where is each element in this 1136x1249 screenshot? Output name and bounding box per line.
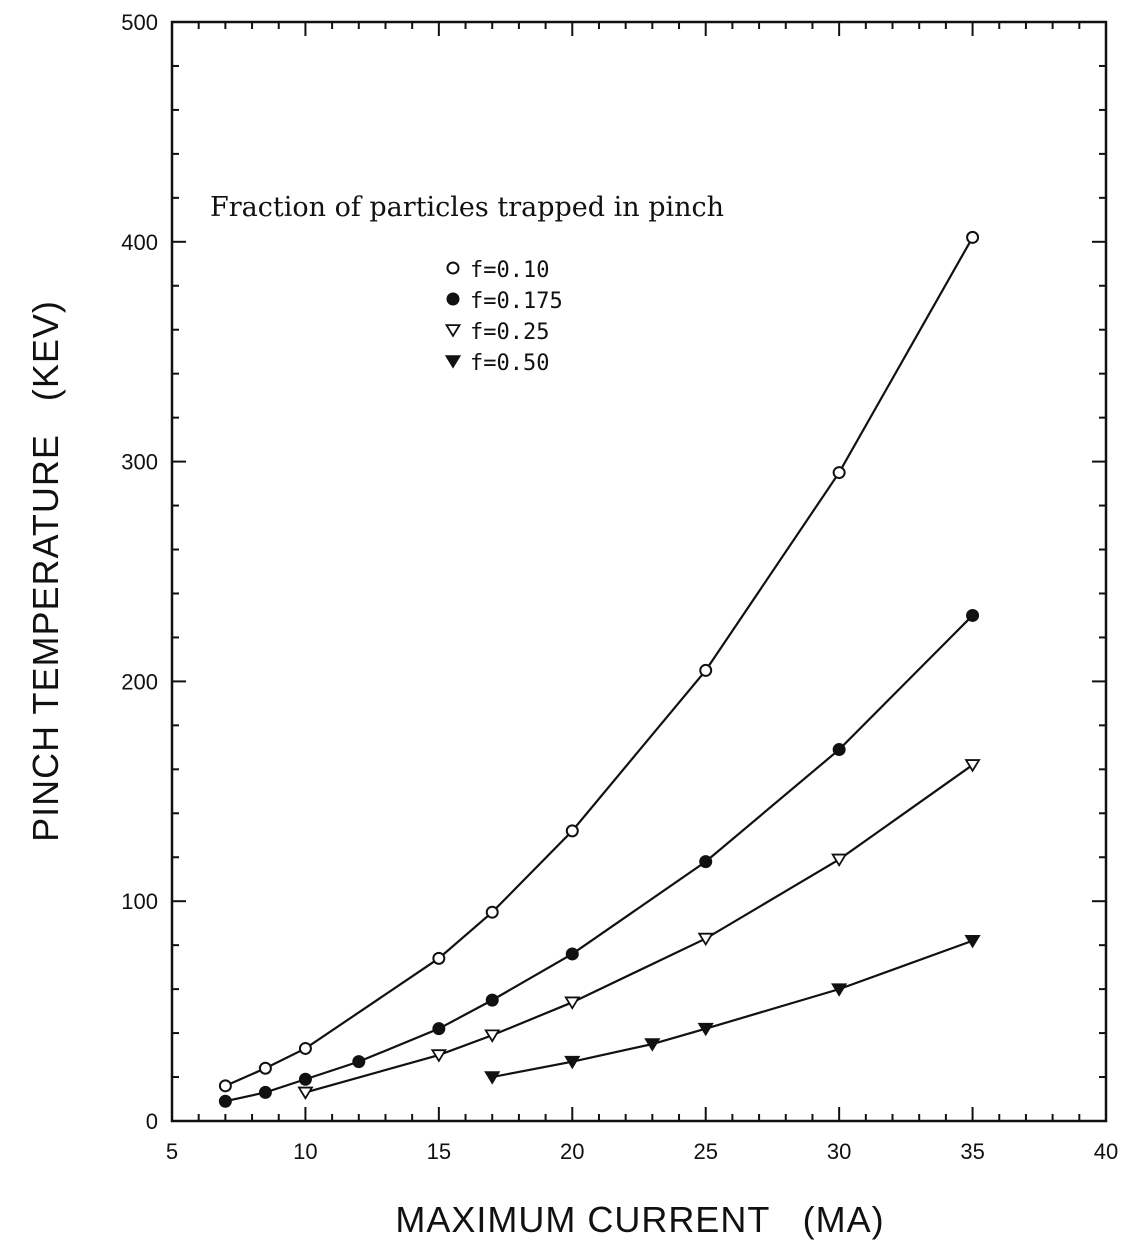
x-tick-label: 5 (166, 1139, 178, 1164)
x-tick-label: 40 (1094, 1139, 1118, 1164)
data-point (564, 996, 581, 1010)
data-point (298, 1041, 312, 1055)
series-line-0 (224, 236, 974, 1087)
x-tick-label: 15 (427, 1139, 451, 1164)
data-point (699, 855, 713, 869)
data-point (964, 934, 981, 949)
x-tick-label: 25 (693, 1139, 717, 1164)
y-tick-label: 100 (121, 889, 158, 914)
data-point (218, 1079, 232, 1093)
data-point (432, 951, 446, 965)
y-tick-label: 0 (146, 1109, 158, 1134)
data-point (832, 743, 846, 757)
data-point (352, 1055, 366, 1069)
legend-marker (446, 292, 460, 306)
series-line-1 (225, 614, 974, 1103)
data-point (564, 1055, 581, 1070)
data-point (297, 1086, 314, 1101)
data-point (644, 1038, 661, 1052)
y-tick-label: 200 (121, 669, 158, 694)
x-tick-label: 30 (827, 1139, 851, 1164)
legend-label: f=0.50 (470, 351, 549, 376)
legend-label: f=0.10 (470, 258, 549, 283)
legend-marker (446, 261, 460, 275)
data-point (565, 824, 579, 838)
plot-frame (170, 20, 1108, 1123)
x-tick-label: 10 (293, 1139, 317, 1164)
series-markers (218, 230, 981, 1108)
axis-ticks (171, 21, 1107, 1122)
data-point (218, 1094, 232, 1108)
data-point (485, 993, 499, 1007)
data-point (484, 1029, 501, 1043)
x-tick-label: 35 (960, 1139, 984, 1164)
data-point (432, 1022, 446, 1036)
data-point (964, 759, 981, 773)
x-axis-title: MAXIMUM CURRENT (MA) (395, 1199, 884, 1240)
data-point (697, 1022, 714, 1037)
data-point (697, 932, 714, 947)
data-point (298, 1072, 312, 1086)
data-point (484, 1071, 501, 1085)
legend-title: Fraction of particles trapped in pinch (210, 192, 724, 223)
data-point (699, 663, 713, 677)
legend-label: f=0.25 (470, 320, 549, 345)
legend-label: f=0.175 (470, 289, 563, 314)
legend: Fraction of particles trapped in pinch f… (210, 192, 724, 376)
x-tick-label: 20 (560, 1139, 584, 1164)
y-axis-title: PINCH TEMPERATURE (KEV) (25, 300, 66, 842)
y-tick-label: 400 (121, 230, 158, 255)
data-point (966, 230, 980, 244)
y-tick-label: 500 (121, 10, 158, 35)
data-point (832, 466, 846, 480)
y-tick-label: 300 (121, 450, 158, 475)
data-point (831, 853, 848, 868)
data-point (485, 905, 499, 919)
data-point (430, 1049, 447, 1063)
data-point (565, 947, 579, 961)
series-line-3 (492, 939, 973, 1079)
data-point (258, 1061, 272, 1075)
legend-marker (444, 355, 462, 369)
data-point (831, 983, 848, 997)
series-lines (224, 236, 974, 1103)
legend-marker (444, 324, 462, 338)
data-point (966, 608, 980, 622)
legend-entries: f=0.10 f=0.175 f=0.25 f=0.50 (444, 258, 563, 376)
data-point (258, 1085, 272, 1099)
